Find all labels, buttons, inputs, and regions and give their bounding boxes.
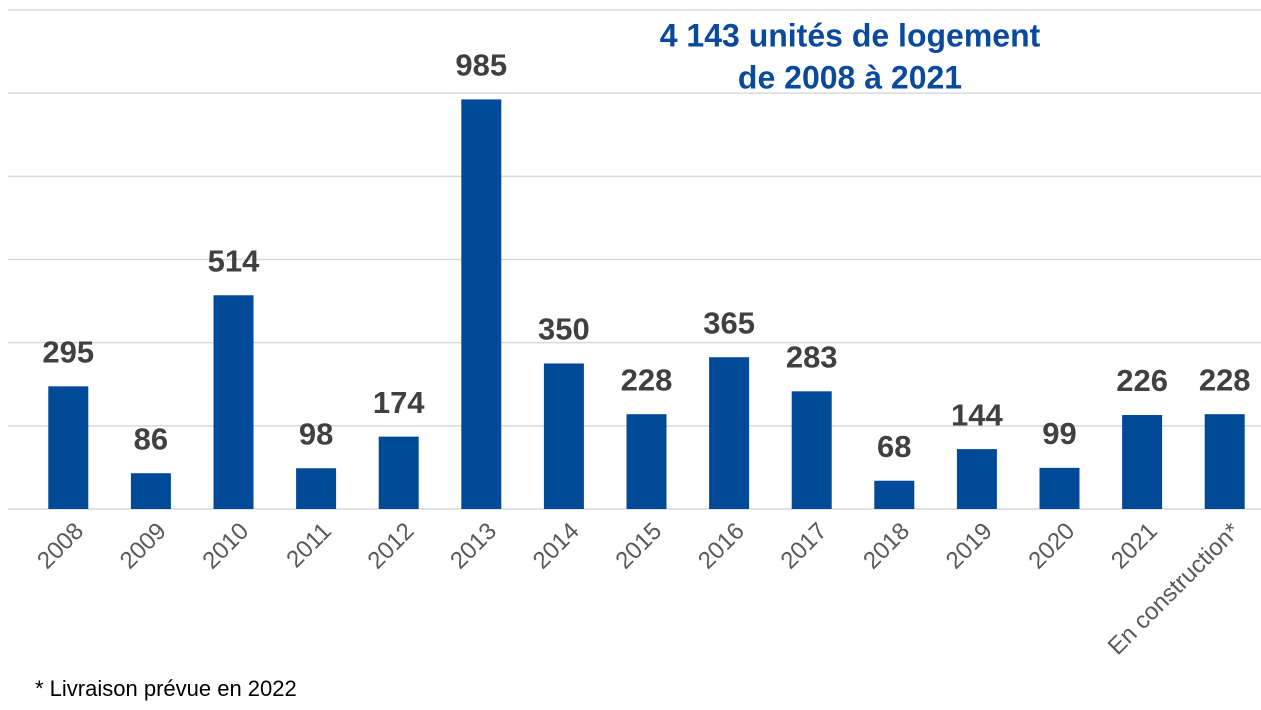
bar: [48, 386, 89, 509]
bar: [874, 480, 915, 509]
bar: [296, 468, 337, 509]
x-tick-label: 2021: [1106, 518, 1163, 575]
bar: [213, 295, 254, 509]
value-label: 295: [42, 335, 94, 370]
value-label: 228: [621, 362, 673, 397]
value-label: 99: [1042, 416, 1076, 451]
value-label: 365: [703, 305, 755, 340]
x-tick-label: 2009: [115, 518, 172, 575]
x-tick-label: 2008: [32, 518, 89, 575]
x-tick-label: 2019: [941, 518, 998, 575]
value-label: 144: [951, 397, 1003, 432]
bar: [543, 363, 584, 509]
bar: [626, 414, 667, 509]
value-label: 514: [208, 243, 260, 278]
bar: [378, 436, 419, 509]
bar: [461, 99, 502, 509]
bar: [1204, 414, 1245, 509]
annotation: de 2008 à 2021: [738, 59, 962, 95]
x-tick-label: 2013: [445, 518, 502, 575]
value-label: 350: [538, 312, 590, 347]
bar: [1122, 415, 1163, 509]
value-label: 174: [373, 385, 425, 420]
x-tick-label: 2015: [610, 518, 667, 575]
x-tick-label: 2011: [281, 518, 337, 574]
x-tick-label: 2020: [1023, 518, 1080, 575]
value-label: 98: [299, 416, 333, 451]
x-tick-label: 2012: [363, 518, 420, 575]
value-label: 283: [786, 340, 838, 375]
bar: [130, 473, 171, 509]
bar: [956, 449, 997, 509]
bar: [709, 357, 750, 509]
x-tick-label: 2018: [858, 518, 915, 575]
bar: [1039, 467, 1080, 509]
x-tick-label: 2016: [693, 518, 750, 575]
bar: [791, 391, 832, 509]
footnote: * Livraison prévue en 2022: [35, 676, 297, 701]
value-label: 226: [1116, 363, 1168, 398]
x-tick-label: 2014: [528, 518, 585, 575]
value-label: 86: [134, 421, 168, 456]
annotation: 4 143 unités de logement: [660, 17, 1041, 53]
x-tick-label: 2017: [776, 518, 833, 575]
value-label: 68: [877, 429, 911, 464]
value-label: 228: [1199, 362, 1251, 397]
x-tick-label: 2010: [197, 518, 254, 575]
value-label: 985: [455, 48, 507, 83]
